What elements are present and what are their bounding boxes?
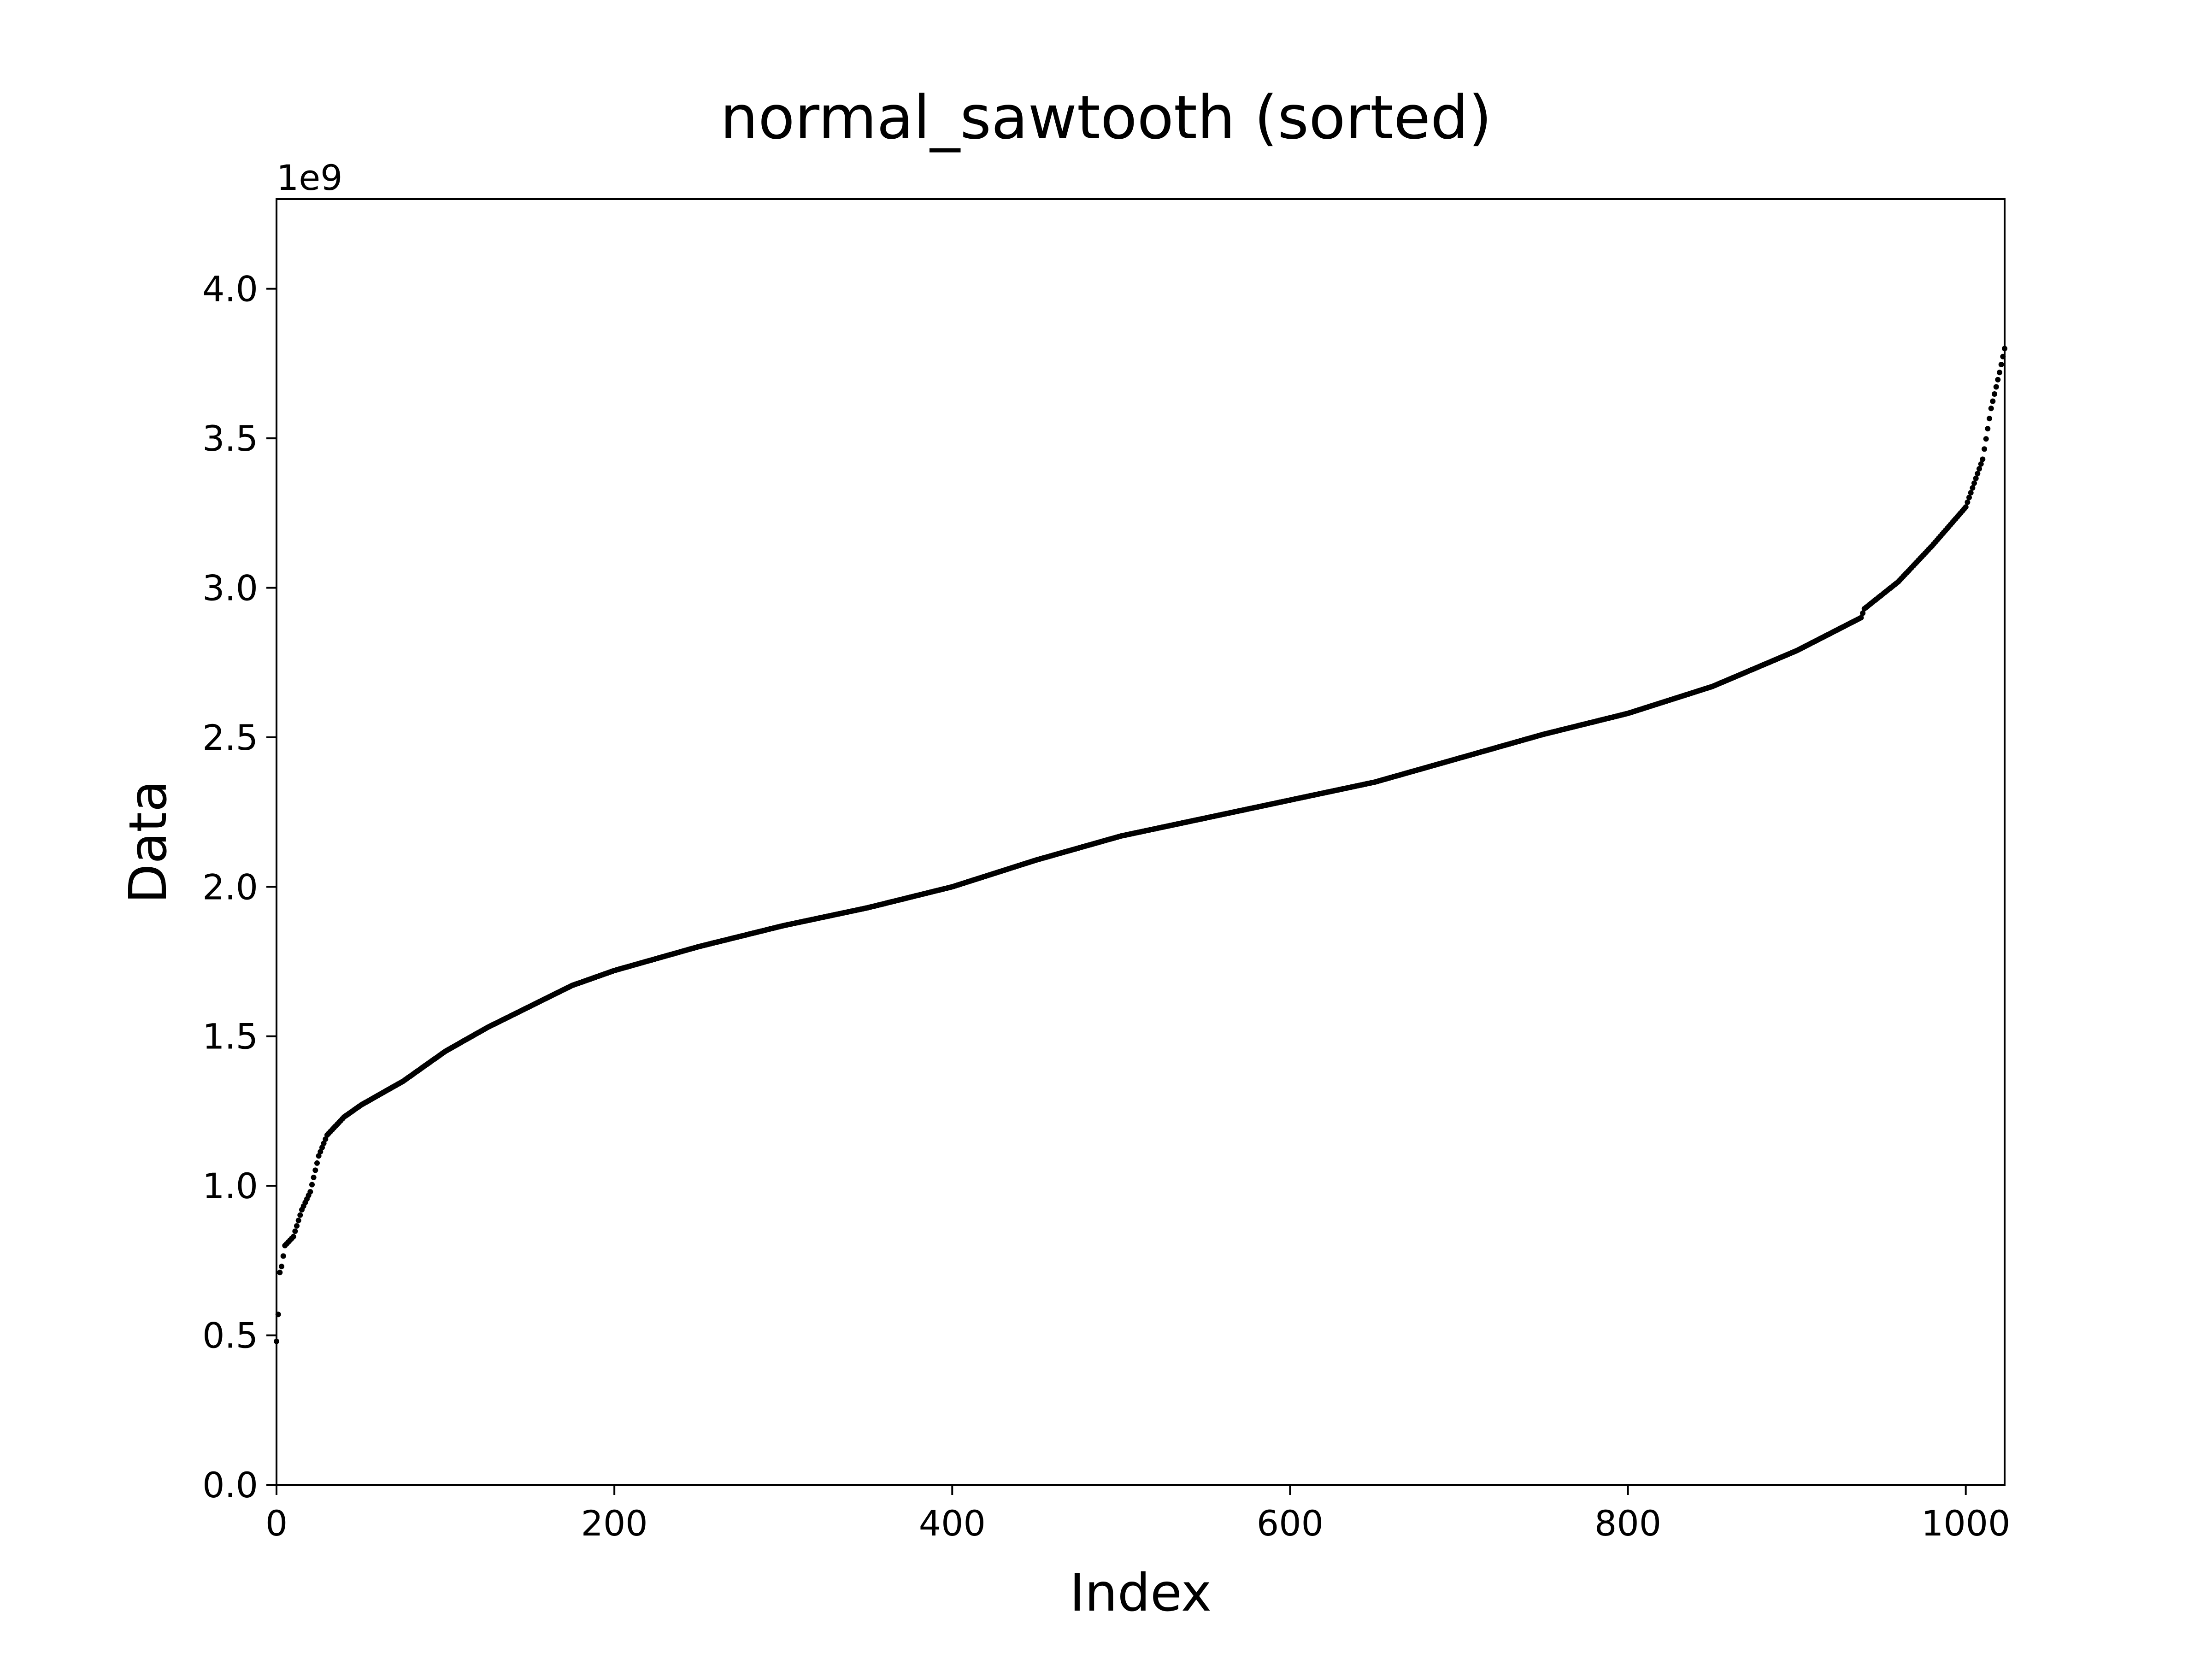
data-point xyxy=(1858,615,1864,621)
data-point xyxy=(314,1160,320,1166)
data-point xyxy=(311,1175,317,1180)
y-tick-label: 3.5 xyxy=(202,418,258,459)
data-point xyxy=(292,1228,298,1234)
data-point xyxy=(1860,610,1866,616)
y-axis-label: Data xyxy=(118,780,178,903)
x-tick-label: 600 xyxy=(1257,1503,1324,1544)
x-tick-label: 800 xyxy=(1594,1503,1661,1544)
y-tick-label: 4.0 xyxy=(202,269,258,310)
data-point xyxy=(294,1223,300,1229)
data-point xyxy=(1971,480,1977,486)
data-point xyxy=(277,1270,283,1276)
y-tick-label: 1.5 xyxy=(202,1016,258,1057)
y-tick-label: 2.0 xyxy=(202,866,258,907)
data-point xyxy=(1987,416,1992,422)
data-point xyxy=(290,1234,296,1240)
data-point xyxy=(307,1189,313,1195)
data-point xyxy=(1993,384,1999,390)
data-point xyxy=(279,1264,284,1270)
y-tick-label: 2.5 xyxy=(202,717,258,758)
data-point xyxy=(1982,446,1987,452)
data-point xyxy=(1983,436,1989,442)
data-point xyxy=(1985,426,1991,432)
x-tick-label: 0 xyxy=(265,1503,288,1544)
chart-title: normal_sawtooth (sorted) xyxy=(720,82,1492,153)
data-point xyxy=(1977,466,1982,472)
data-point xyxy=(323,1136,329,1142)
x-tick-label: 200 xyxy=(581,1503,648,1544)
data-point xyxy=(309,1182,315,1188)
data-point xyxy=(1995,377,2001,382)
data-point xyxy=(1963,504,1969,510)
data-point xyxy=(312,1167,318,1173)
data-point xyxy=(1965,499,1971,505)
data-point xyxy=(1970,485,1976,491)
data-point xyxy=(1988,406,1994,412)
x-tick-label: 400 xyxy=(919,1503,986,1544)
data-point xyxy=(318,1149,324,1155)
x-axis-label: Index xyxy=(1070,1563,1212,1623)
data-point xyxy=(1975,471,1981,477)
y-tick-label: 1.0 xyxy=(202,1165,258,1206)
y-tick-label: 0.0 xyxy=(202,1465,258,1506)
data-point xyxy=(295,1218,301,1224)
data-point xyxy=(321,1141,327,1146)
data-point xyxy=(297,1212,303,1218)
data-point xyxy=(1997,370,2002,376)
data-point xyxy=(1992,391,1997,397)
data-point xyxy=(316,1153,322,1159)
data-point xyxy=(319,1145,325,1151)
y-tick-label: 3.0 xyxy=(202,567,258,608)
plot-frame xyxy=(276,198,2006,1486)
data-point xyxy=(280,1253,286,1259)
data-point xyxy=(1973,476,1979,481)
data-point xyxy=(1998,362,2004,367)
data-point xyxy=(1990,398,1996,404)
x-axis-ticks: 0 200 400 600 800 1000 xyxy=(265,1485,2010,1544)
data-point xyxy=(1966,494,1972,500)
data-point xyxy=(1978,461,1984,467)
data-point xyxy=(1968,490,1974,496)
y-tick-label: 0.5 xyxy=(202,1315,258,1356)
data-point xyxy=(1980,456,1986,462)
x-tick-label: 1000 xyxy=(1921,1503,2010,1544)
data-points xyxy=(274,346,2007,1344)
y-axis-ticks: 0.0 0.5 1.0 1.5 2.0 2.5 3.0 3.5 4.0 xyxy=(202,269,276,1506)
y-offset-label: 1e9 xyxy=(276,157,342,198)
